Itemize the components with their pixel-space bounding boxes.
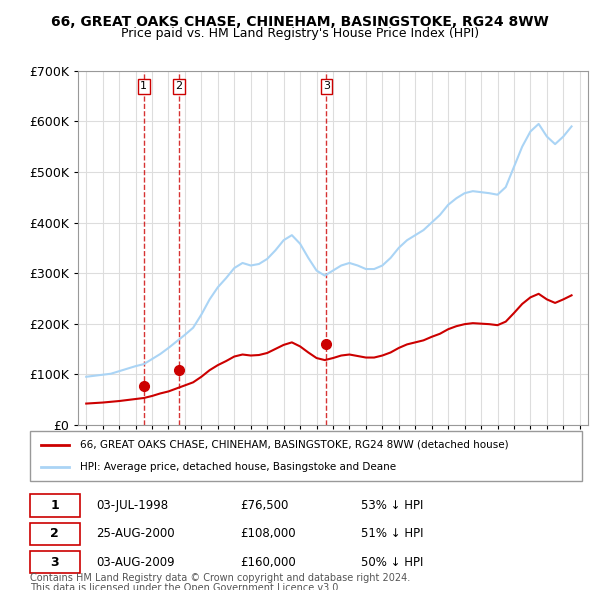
FancyBboxPatch shape (30, 523, 80, 545)
Text: 53% ↓ HPI: 53% ↓ HPI (361, 499, 424, 512)
Text: 50% ↓ HPI: 50% ↓ HPI (361, 556, 424, 569)
Text: 51% ↓ HPI: 51% ↓ HPI (361, 527, 424, 540)
Text: HPI: Average price, detached house, Basingstoke and Deane: HPI: Average price, detached house, Basi… (80, 462, 396, 472)
Text: 2: 2 (176, 81, 183, 91)
Text: £76,500: £76,500 (240, 499, 288, 512)
Text: 3: 3 (50, 556, 59, 569)
FancyBboxPatch shape (30, 551, 80, 573)
FancyBboxPatch shape (30, 431, 582, 481)
Text: 66, GREAT OAKS CHASE, CHINEHAM, BASINGSTOKE, RG24 8WW: 66, GREAT OAKS CHASE, CHINEHAM, BASINGST… (51, 15, 549, 29)
Text: 03-JUL-1998: 03-JUL-1998 (96, 499, 169, 512)
Text: Price paid vs. HM Land Registry's House Price Index (HPI): Price paid vs. HM Land Registry's House … (121, 27, 479, 40)
Text: This data is licensed under the Open Government Licence v3.0.: This data is licensed under the Open Gov… (30, 583, 341, 590)
Text: 25-AUG-2000: 25-AUG-2000 (96, 527, 175, 540)
Text: 2: 2 (50, 527, 59, 540)
Text: 1: 1 (140, 81, 148, 91)
Text: 3: 3 (323, 81, 330, 91)
Text: Contains HM Land Registry data © Crown copyright and database right 2024.: Contains HM Land Registry data © Crown c… (30, 573, 410, 584)
FancyBboxPatch shape (30, 494, 80, 517)
Text: 1: 1 (50, 499, 59, 512)
Text: 03-AUG-2009: 03-AUG-2009 (96, 556, 175, 569)
Text: £108,000: £108,000 (240, 527, 295, 540)
Text: 66, GREAT OAKS CHASE, CHINEHAM, BASINGSTOKE, RG24 8WW (detached house): 66, GREAT OAKS CHASE, CHINEHAM, BASINGST… (80, 440, 508, 450)
Text: £160,000: £160,000 (240, 556, 296, 569)
